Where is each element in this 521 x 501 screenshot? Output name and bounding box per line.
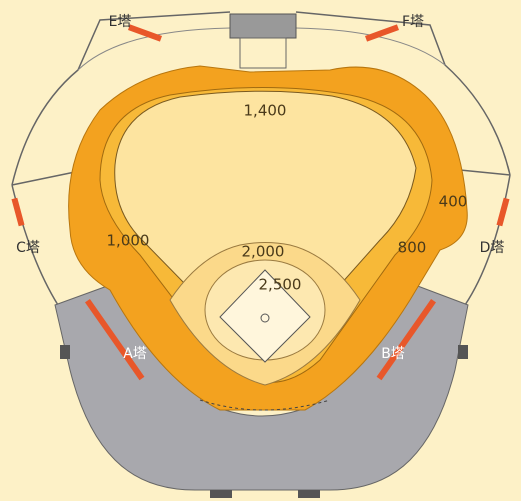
contour-label: 2,000: [242, 243, 285, 261]
contour-label: 800: [398, 239, 427, 257]
tower-label: E塔: [109, 14, 132, 30]
tower-label: F塔: [402, 14, 424, 30]
tower-label: B塔: [381, 346, 405, 362]
contour-label: 1,000: [107, 232, 150, 250]
contour-label: 2,500: [259, 276, 302, 294]
scoreboard: [230, 14, 296, 38]
contour-label: 1,400: [244, 102, 287, 120]
stadium-diagram: E塔 F塔 C塔 D塔 A塔 B塔 1,400 1,000 2,000 2,50…: [0, 0, 521, 501]
tower-label: C塔: [16, 240, 40, 256]
tower-label: D塔: [480, 240, 505, 256]
contour-label: 400: [439, 193, 468, 211]
tower-label: A塔: [123, 346, 147, 362]
scoreboard-base: [240, 38, 286, 68]
